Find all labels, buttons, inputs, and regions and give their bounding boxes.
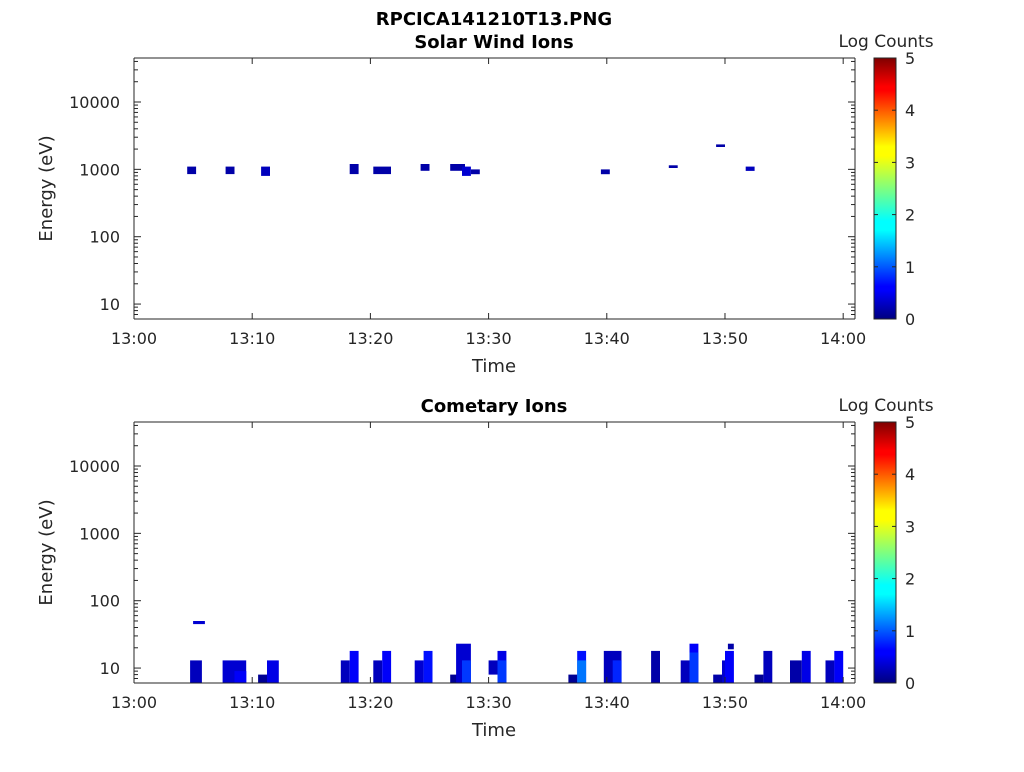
spectrogram-cell (668, 165, 678, 168)
y-tick-label: 10000 (69, 93, 120, 112)
colorbar-gradient (873, 421, 897, 684)
colorbar-label: Log Counts (838, 396, 933, 416)
spectrogram-cell (680, 660, 690, 683)
spectrogram-cell (234, 671, 247, 683)
spectrogram-cell (689, 652, 699, 683)
spectrogram-cell (716, 144, 725, 147)
spectrogram-cell (349, 164, 359, 175)
y-tick-label: 10 (100, 659, 120, 678)
x-tick-label: 13:40 (584, 329, 630, 348)
x-tick-label: 13:20 (347, 693, 393, 712)
x-tick-label: 13:10 (229, 693, 275, 712)
spectrogram-cell (722, 660, 728, 683)
spectrogram-cell (497, 660, 507, 683)
spectrogram-cell (382, 650, 392, 683)
spectrogram-cell (763, 650, 773, 683)
panel-title: Cometary Ions (421, 396, 568, 417)
spectrogram-cell (258, 674, 267, 683)
x-tick-label: 13:00 (111, 693, 157, 712)
spectrogram-cell (754, 674, 764, 683)
spectrogram-cell (727, 643, 734, 650)
x-tick-label: 13:00 (111, 329, 157, 348)
spectrogram-cell (725, 650, 734, 683)
spectrogram-cell (825, 660, 835, 683)
colorbar-tick-label: 3 (905, 153, 915, 172)
x-tick-label: 13:10 (229, 329, 275, 348)
y-tick-label: 10000 (69, 457, 120, 476)
spectrogram-cell (373, 660, 383, 683)
x-tick-label: 14:00 (820, 329, 866, 348)
x-tick-label: 13:30 (466, 693, 512, 712)
x-axis-label: Time (471, 720, 516, 741)
spectrogram-cell (462, 660, 471, 683)
spectrogram-cell (801, 650, 811, 683)
spectrogram-cell (462, 166, 471, 176)
colorbar-tick-label: 5 (905, 49, 915, 68)
x-tick-label: 13:50 (702, 329, 748, 348)
spectrogram-cell (423, 650, 433, 683)
panel-2: 13:00 13:10 13:20 13:30 13:40 13:50 14:0010100… (36, 396, 934, 741)
x-tick-label: 13:20 (347, 329, 393, 348)
y-tick-label: 100 (89, 228, 120, 247)
spectrogram-cell (340, 660, 350, 683)
figure-title: RPCICA141210T13.PNG (376, 9, 612, 30)
x-axis-label: Time (471, 356, 516, 377)
y-axis-label: Energy (eV) (36, 135, 57, 241)
colorbar-tick-label: 2 (905, 570, 915, 589)
spectrogram-cell (834, 650, 844, 683)
spectrogram-cell (790, 660, 802, 683)
x-tick-label: 13:40 (584, 693, 630, 712)
spectrogram-cell (349, 650, 359, 683)
spectrogram-cell (450, 164, 465, 171)
colorbar-tick-label: 1 (905, 258, 915, 277)
spectrogram-cell (577, 660, 587, 683)
spectrogram-cell (488, 660, 498, 675)
spectrogram-cell (745, 166, 755, 171)
y-tick-label: 10 (100, 295, 120, 314)
spectrogram-cell (470, 169, 480, 175)
colorbar-tick-label: 0 (905, 310, 915, 329)
colorbar-tick-label: 2 (905, 206, 915, 225)
y-axis-label: Energy (eV) (36, 499, 57, 605)
spectrogram-cell (568, 674, 578, 683)
spectrogram-cell (600, 169, 610, 175)
spectrogram-cell (261, 166, 270, 176)
y-tick-label: 1000 (79, 524, 120, 543)
spectrogram-cell (190, 660, 202, 683)
y-tick-label: 1000 (79, 160, 120, 179)
colorbar-tick-label: 4 (905, 101, 915, 120)
spectrogram-cell (713, 674, 723, 683)
x-tick-label: 14:00 (820, 693, 866, 712)
colorbar-tick-label: 5 (905, 413, 915, 432)
spectrogram-cell (267, 660, 279, 683)
spectrogram-cell (420, 164, 430, 171)
spectrogram-cell (193, 621, 205, 625)
spectrogram-cell (450, 674, 460, 683)
spectrogram-cell (414, 660, 424, 683)
colorbar-tick-label: 3 (905, 517, 915, 536)
colorbar-tick-label: 4 (905, 465, 915, 484)
panel-1: 13:00 13:10 13:20 13:30 13:40 13:50 14:0010100… (36, 32, 934, 377)
spectrogram-cell (651, 650, 660, 683)
colorbar-gradient (873, 57, 897, 320)
spectrogram-cell (225, 166, 235, 175)
colorbar-tick-label: 1 (905, 622, 915, 641)
panel-title: Solar Wind Ions (414, 32, 573, 53)
y-tick-label: 100 (89, 592, 120, 611)
x-tick-label: 13:30 (466, 329, 512, 348)
colorbar-tick-label: 0 (905, 674, 915, 693)
x-tick-label: 13:50 (702, 693, 748, 712)
spectrogram-cell (612, 660, 622, 683)
spectrogram-cell (373, 166, 391, 175)
colorbar-label: Log Counts (838, 32, 933, 52)
spectrogram-cell (187, 166, 197, 175)
